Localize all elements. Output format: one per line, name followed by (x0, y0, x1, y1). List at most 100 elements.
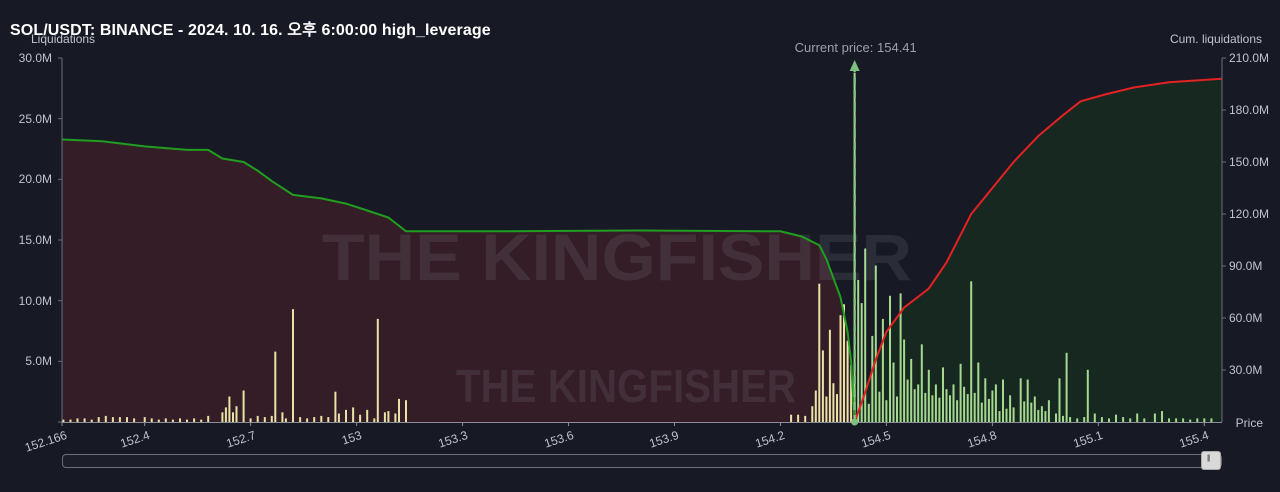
liquidation-bar (104, 415, 107, 422)
liquidation-bar (970, 281, 973, 422)
liquidation-bar (811, 406, 814, 422)
liquidation-bar (966, 394, 969, 422)
liquidation-bar (1203, 418, 1206, 422)
liquidation-bar (1083, 417, 1086, 422)
liquidation-bar (249, 418, 252, 422)
right-axis-tick: 150.0M (1229, 155, 1270, 169)
liquidation-bar (359, 414, 362, 422)
liquidation-bar (899, 293, 902, 422)
chart-title: SOL/USDT: BINANCE - 2024. 10. 16. 오후 6:0… (10, 22, 491, 39)
scrollbar-handle[interactable]: ||| (1201, 451, 1221, 470)
liquidation-bar (1002, 379, 1004, 422)
liquidation-bar (1129, 418, 1132, 422)
liquidation-bar (885, 400, 888, 422)
liquidation-bar (179, 418, 181, 422)
liquidation-bar (274, 351, 277, 422)
short-cumulative-area (62, 139, 855, 422)
liquidation-bar (836, 394, 838, 422)
liquidation-bar (76, 418, 79, 422)
liquidation-bar (1055, 413, 1057, 422)
current-price-label: Current price: 154.41 (794, 40, 917, 55)
liquidation-bar (1182, 418, 1185, 422)
liquidation-bar (1037, 409, 1040, 422)
left-axis-label: Liquidations (31, 32, 96, 46)
liquidation-bar (973, 392, 976, 422)
liquidation-bar (111, 417, 114, 422)
liquidation-bar (1086, 369, 1089, 422)
liquidation-bar (405, 400, 407, 422)
liquidation-bar (224, 407, 227, 422)
liquidation-bar (892, 362, 895, 422)
liquidation-bar (62, 419, 65, 422)
liquidation-bar (118, 417, 121, 422)
liquidation-bar (952, 384, 955, 422)
liquidation-bar (394, 413, 397, 422)
liquidation-bar (931, 395, 934, 422)
range-scrollbar[interactable] (62, 454, 1222, 468)
liquidation-bar (864, 248, 867, 422)
liquidation-bar (927, 369, 930, 422)
liquidation-bar (963, 386, 966, 422)
liquidation-bar (320, 415, 323, 422)
liquidation-bar (171, 419, 174, 422)
liquidation-bar (839, 315, 842, 422)
liquidation-bar (235, 406, 238, 422)
liquidation-bar (1189, 419, 1192, 422)
liquidation-bar (398, 398, 400, 422)
liquidation-bar (352, 407, 355, 422)
right-axis-tick: 60.0M (1229, 311, 1263, 325)
liquidation-bar (164, 418, 167, 422)
current-price-dot (851, 418, 859, 426)
liquidation-bar (1065, 352, 1068, 422)
liquidation-bar (977, 362, 980, 422)
liquidation-bar (871, 335, 874, 422)
liquidation-bar (366, 409, 369, 422)
liquidation-bar (1143, 418, 1146, 422)
liquidation-bar (850, 365, 853, 422)
liquidation-bar (1012, 407, 1015, 422)
liquidation-bar (917, 384, 920, 422)
liquidation-bar (814, 390, 817, 422)
liquidation-bar (193, 418, 196, 422)
liquidation-bar (818, 283, 821, 422)
x-axis-label: Price (1235, 416, 1263, 430)
right-axis-tick: 180.0M (1229, 103, 1270, 117)
liquidation-bar (994, 384, 997, 422)
liquidation-bar (133, 418, 136, 422)
liquidation-bar (376, 318, 379, 422)
liquidation-bar (857, 280, 860, 422)
watermark-large: THE KINGFISHER (322, 220, 912, 294)
liquidation-bar (984, 378, 987, 422)
liquidation-bar (867, 403, 870, 422)
liquidation-bar (1026, 379, 1029, 422)
left-axis-tick: 10.0M (18, 293, 52, 308)
liquidation-bar (1153, 413, 1156, 422)
left-axis-tick: 25.0M (18, 111, 52, 126)
liquidation-bar (1100, 417, 1103, 422)
liquidation-bar (1069, 417, 1072, 422)
liquidation-bar (1122, 417, 1125, 422)
liquidation-bar (383, 412, 386, 422)
liquidation-bar (327, 417, 330, 422)
liquidation-bar (1136, 413, 1139, 422)
liquidation-bar (878, 391, 881, 422)
liquidation-bar (90, 419, 93, 422)
liquidation-bar (860, 303, 863, 422)
current-price-arrow (849, 60, 860, 71)
liquidation-bar (956, 400, 959, 422)
liquidation-bar (345, 409, 347, 422)
liquidation-bar (284, 418, 287, 422)
liquidation-bar (1168, 418, 1170, 422)
liquidation-bar (1009, 395, 1012, 422)
liquidation-bar (1019, 378, 1022, 422)
liquidation-bar (1040, 406, 1043, 422)
liquidation-bar (200, 419, 203, 422)
liquidation-bar (832, 383, 835, 422)
liquidation-bar (232, 412, 234, 422)
liquidation-bar (1044, 411, 1047, 422)
liquidation-bar (143, 417, 146, 422)
liquidation-bar (256, 415, 259, 422)
liquidation-bar (306, 418, 309, 422)
liquidation-bar (1115, 414, 1117, 422)
liquidation-bar (334, 391, 337, 422)
